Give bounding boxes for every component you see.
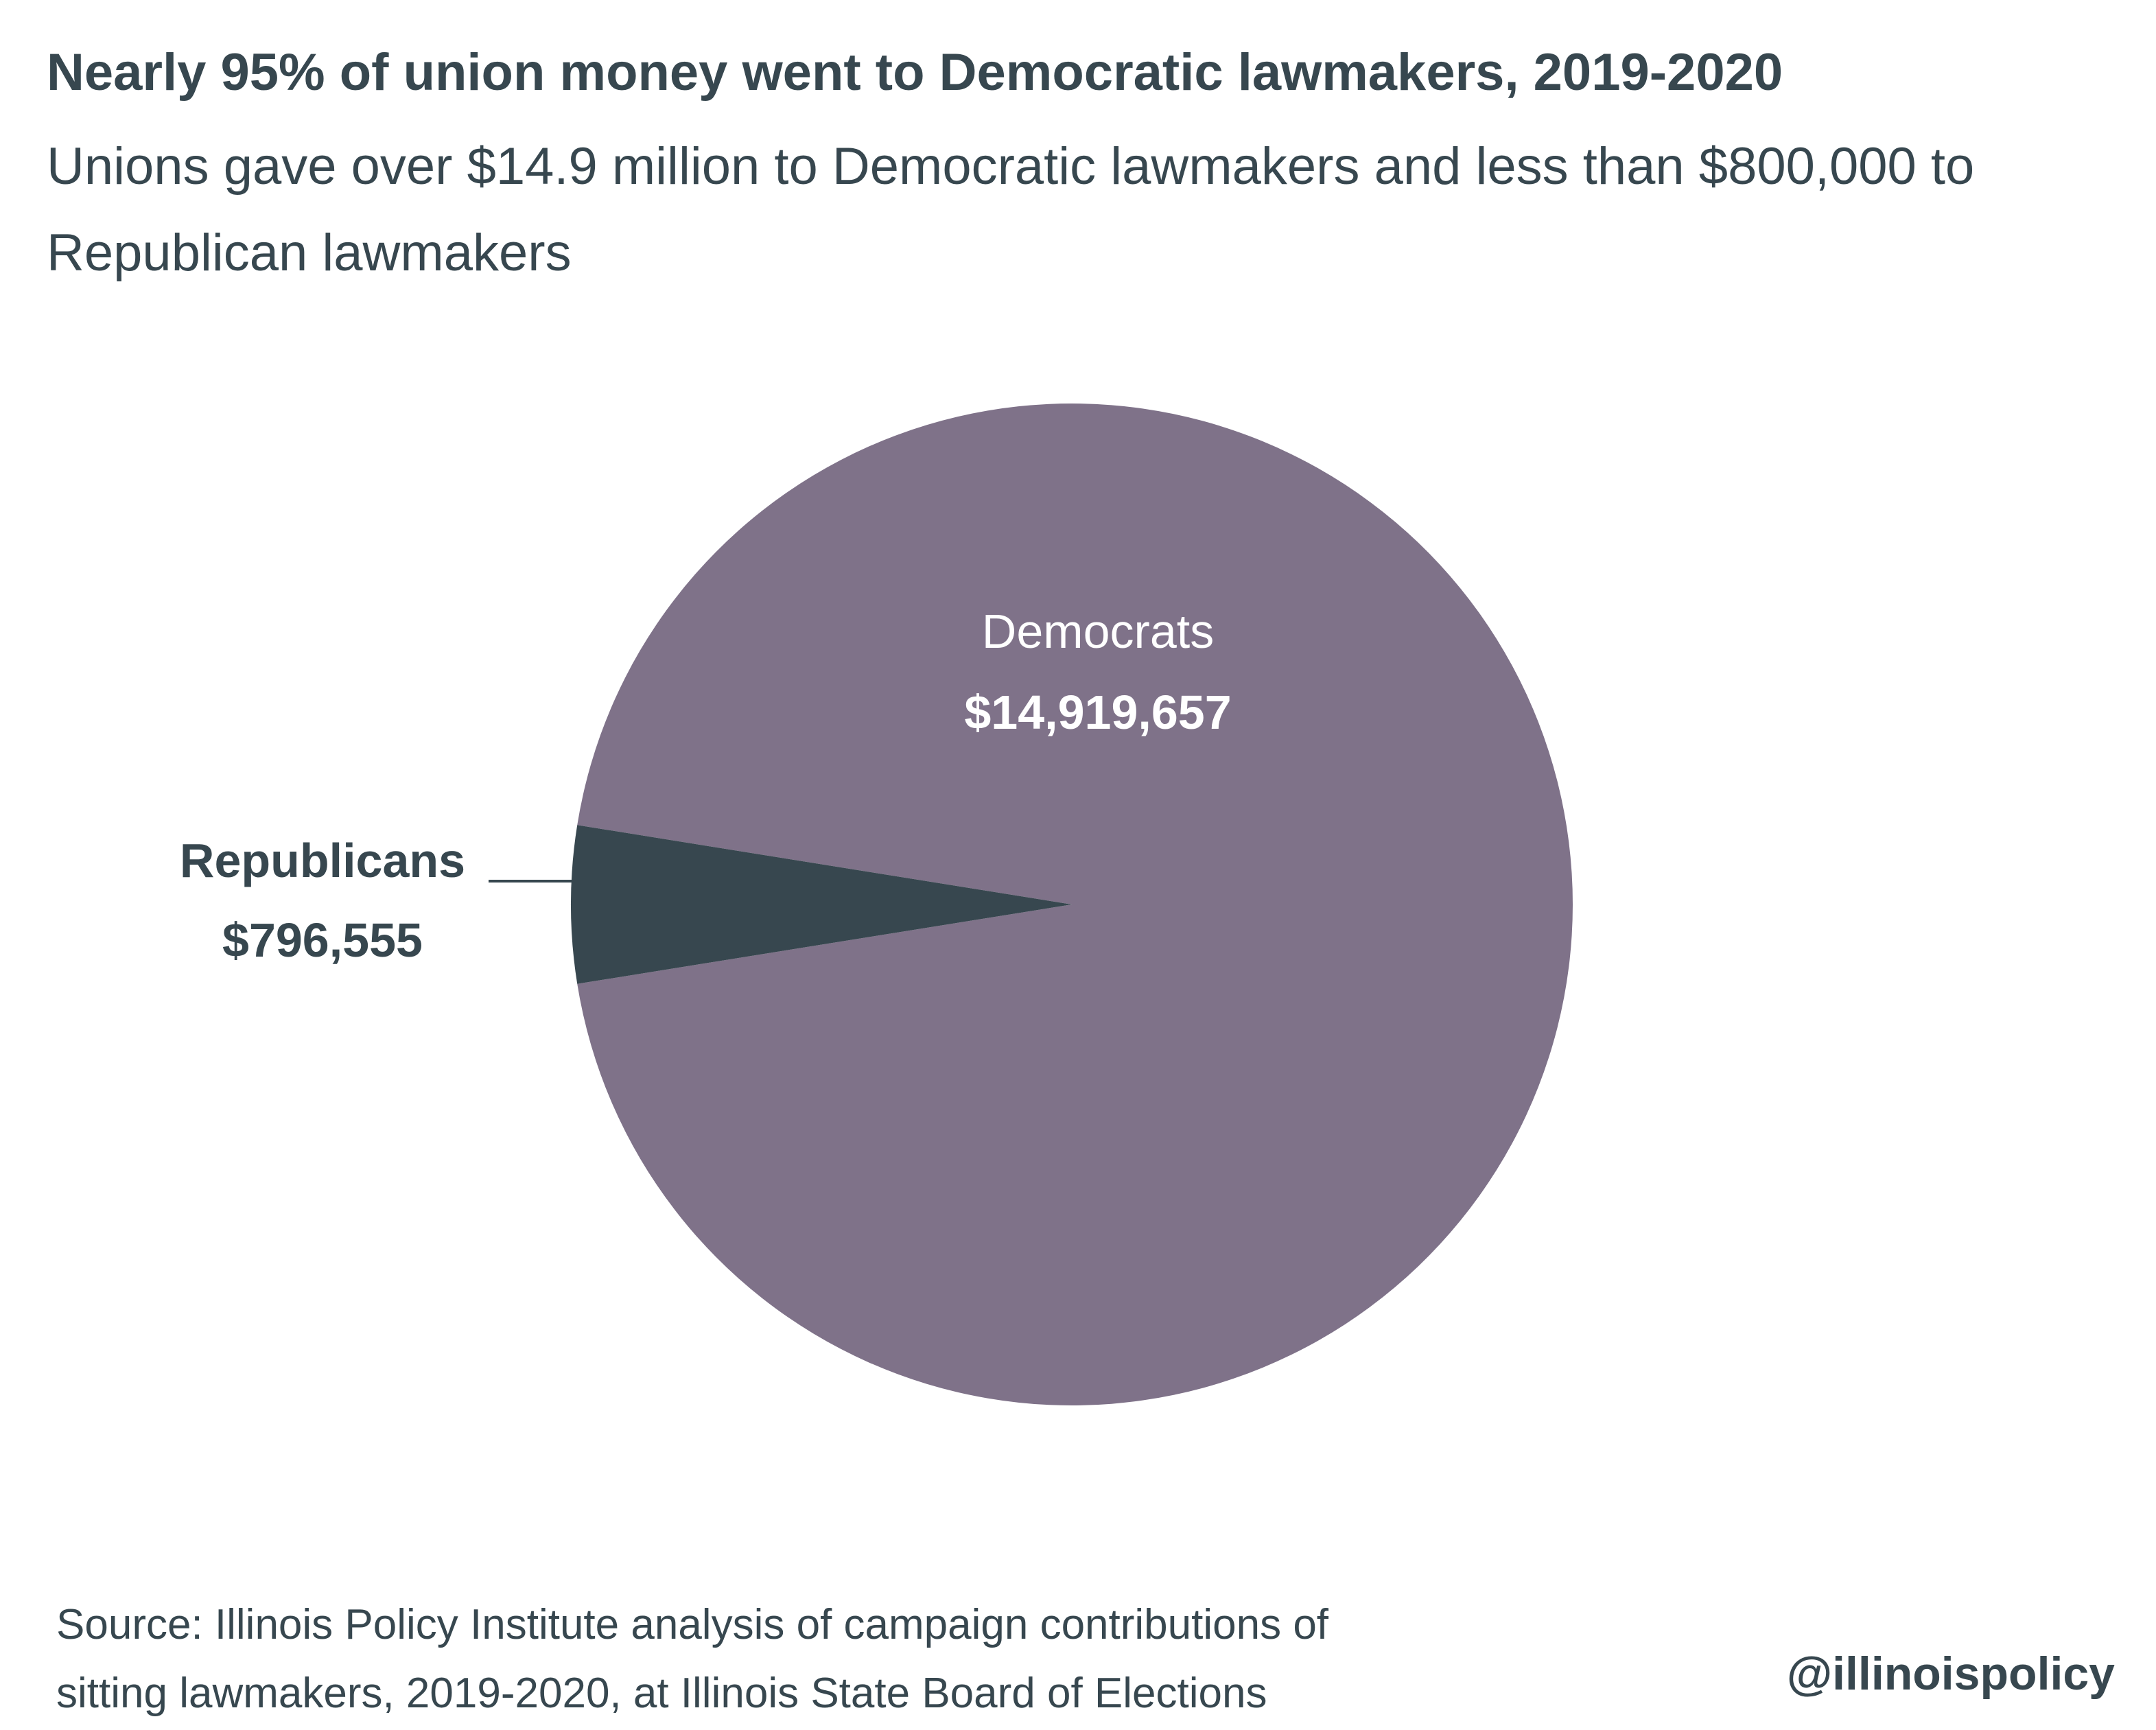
- source-note: Source: Illinois Policy Institute analys…: [56, 1591, 1772, 1728]
- chart-subtitle: Unions gave over $14.9 million to Democr…: [47, 137, 1975, 282]
- label-democrats-value: $14,919,657: [964, 686, 1231, 739]
- source-line-2: sitting lawmakers, 2019-2020, at Illinoi…: [56, 1670, 1267, 1717]
- pie-labels: Democrats $14,919,657 Republicans $796,555: [180, 605, 1232, 967]
- label-republicans-name: Republicans: [180, 834, 465, 887]
- label-republicans-value: $796,555: [222, 913, 423, 967]
- chart-title: Nearly 95% of union money went to Democr…: [47, 43, 1783, 102]
- brand-handle: @illinoispolicy: [1786, 1648, 2115, 1700]
- pie-slices: [570, 404, 1573, 1405]
- pie-slice-republicans: [570, 825, 1072, 984]
- label-democrats-name: Democrats: [982, 605, 1214, 658]
- source-line-1: Source: Illinois Policy Institute analys…: [56, 1601, 1329, 1648]
- pie-slice-democrats: [577, 404, 1573, 1405]
